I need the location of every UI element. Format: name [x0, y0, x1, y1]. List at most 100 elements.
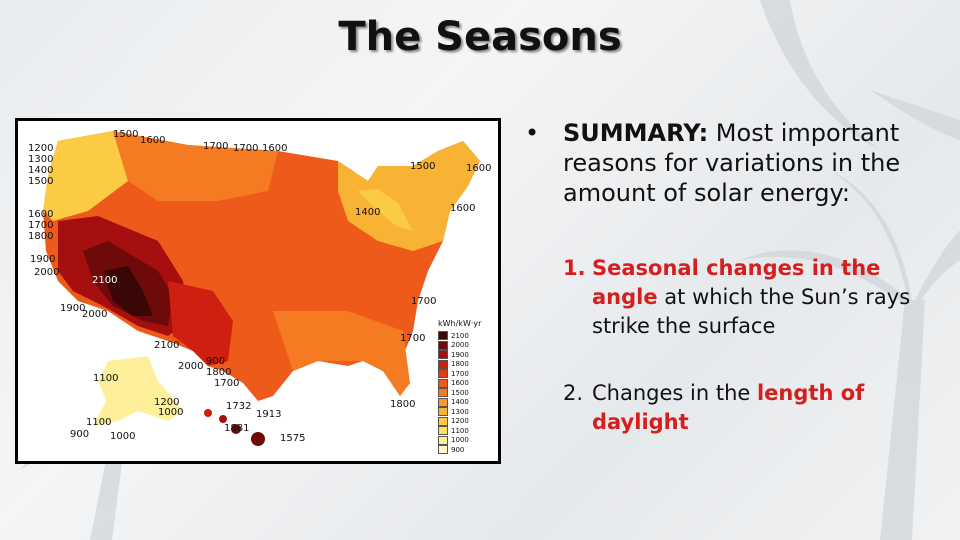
reason-number-1: 1. [563, 256, 586, 280]
legend-swatch [438, 435, 448, 445]
legend-value: 2100 [451, 331, 469, 340]
legend-value: 1900 [451, 350, 469, 359]
legend-row: 1200 [438, 416, 469, 427]
hawaii-island-4 [251, 432, 265, 446]
reason-number-2: 2. [563, 381, 584, 405]
legend-value: 1400 [451, 398, 469, 407]
map-label: 1500 [113, 129, 139, 140]
us-solar-map-graphic [43, 131, 480, 446]
map-label: 1400 [355, 207, 381, 218]
legend-row: 1000 [438, 435, 469, 446]
map-label: 1800 [390, 399, 416, 410]
summary-text-block: • SUMMARY: Most important reasons for var… [525, 118, 950, 437]
map-label: 1700 [411, 296, 437, 307]
map-label: 1575 [280, 433, 306, 444]
legend-value: 2000 [451, 341, 469, 350]
legend-row: 900 [438, 445, 469, 455]
legend-swatch [438, 445, 448, 455]
reason-highlight-2: length of daylight [592, 381, 865, 434]
legend-row: 2000 [438, 340, 469, 351]
map-label: 2000 [178, 361, 204, 372]
legend-row: 1500 [438, 388, 469, 398]
map-label: 1200 [28, 143, 54, 154]
map-label: 1800 [28, 231, 54, 242]
solar-resource-map: kWh/kW·yr 2100 2000 1900 1800 1700 1600 1500 14… [15, 118, 501, 464]
map-label: 1700 [400, 333, 426, 344]
map-label: 1800 [206, 367, 232, 378]
map-label: 1881 [224, 423, 250, 434]
hawaii-island-2 [219, 415, 227, 423]
legend-value: 1000 [451, 436, 469, 445]
summary-bullet: • SUMMARY: Most important reasons for var… [525, 118, 950, 208]
map-label: 1200 [154, 397, 180, 408]
map-label: 2100 [154, 340, 180, 351]
legend-swatch [438, 388, 448, 398]
map-legend: 2100 2000 1900 1800 1700 1600 1500 1400 1300 1200… [438, 331, 469, 455]
map-label: 1700 [28, 220, 54, 231]
southeast-region [273, 311, 410, 396]
legend-value: 1100 [451, 426, 469, 435]
map-label: 1000 [158, 407, 184, 418]
legend-value: 1500 [451, 388, 469, 397]
hawaii-island-1 [204, 409, 212, 417]
map-label: 900 [206, 356, 226, 367]
reason-highlight-1: Seasonal changes in the angle [592, 256, 881, 309]
legend-swatch [438, 426, 448, 436]
legend-value: 1800 [451, 360, 469, 369]
legend-row: 1600 [438, 378, 469, 389]
great-lakes-region [358, 189, 413, 231]
legend-swatch [438, 359, 448, 369]
north-region [113, 131, 278, 201]
legend-swatch [438, 397, 448, 407]
map-canvas: kWh/kW·yr 2100 2000 1900 1800 1700 1600 1500 14… [18, 121, 498, 461]
legend-row: 1700 [438, 369, 469, 379]
map-label: 1600 [262, 143, 288, 154]
map-label: 1900 [60, 303, 86, 314]
summary-label: SUMMARY: [563, 119, 709, 147]
legend-value: 1700 [451, 369, 469, 378]
legend-row: 1400 [438, 397, 469, 408]
legend-swatch [438, 407, 448, 417]
legend-swatch [438, 340, 448, 350]
map-label: 1600 [140, 135, 166, 146]
map-label: 1600 [466, 163, 492, 174]
map-label: 1500 [28, 176, 54, 187]
map-label: 2100 [92, 275, 118, 286]
legend-value: 1200 [451, 417, 469, 426]
legend-row: 1800 [438, 359, 469, 370]
map-label: 1300 [28, 154, 54, 165]
map-label: 1700 [214, 378, 240, 389]
legend-value: 1300 [451, 407, 469, 416]
legend-swatch [438, 416, 448, 426]
legend-swatch [438, 331, 448, 341]
slide-title: The Seasons [338, 14, 622, 60]
legend-row: 1300 [438, 407, 469, 417]
summary-text: Most important reasons for variations in… [563, 119, 901, 207]
bullet-icon: • [525, 119, 540, 147]
map-label: 1100 [86, 417, 112, 428]
map-label: 900 [70, 429, 90, 440]
map-label: 1100 [93, 373, 119, 384]
map-label: 1500 [410, 161, 436, 172]
map-label: 1600 [450, 203, 476, 214]
legend-value: 900 [451, 445, 465, 454]
legend-swatch [438, 369, 448, 379]
map-label: 1600 [28, 209, 54, 220]
southwest-core [103, 266, 153, 316]
northwest-region [43, 131, 128, 221]
reason-text-1: at which the Sun’s rays strike the surfa… [592, 285, 911, 338]
map-label: 2000 [34, 267, 60, 278]
alaska-region [93, 356, 183, 426]
map-label: 1913 [256, 409, 282, 420]
reason-item-1: 1. Seasonal changes in the angle at which… [563, 254, 950, 341]
reason-item-2: 2. Changes in the length of daylight [563, 379, 950, 437]
map-label: 1700 [233, 143, 259, 154]
map-label: 1400 [28, 165, 54, 176]
legend-swatch [438, 378, 448, 388]
legend-row: 2100 [438, 331, 469, 341]
legend-value: 1600 [451, 379, 469, 388]
legend-row: 1100 [438, 426, 469, 436]
reason-prefix-2: Changes in the [592, 381, 757, 405]
map-label: 2000 [82, 309, 108, 320]
northeast-region [338, 141, 480, 251]
